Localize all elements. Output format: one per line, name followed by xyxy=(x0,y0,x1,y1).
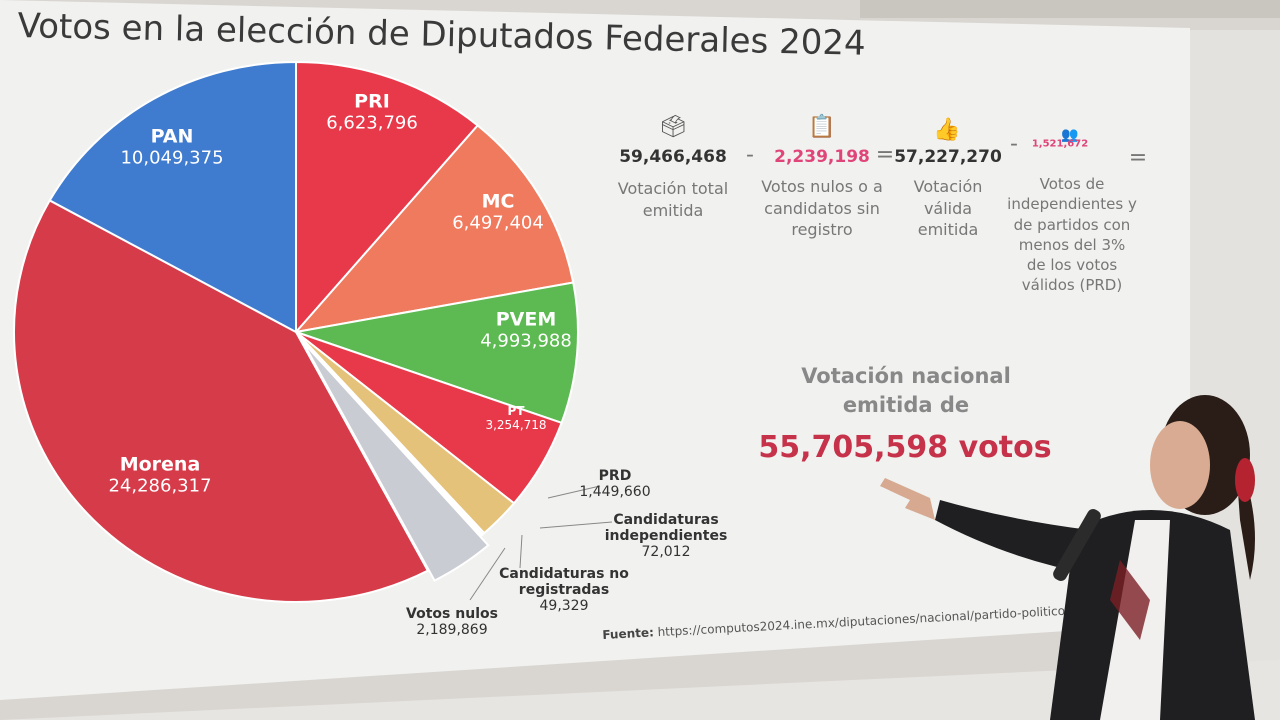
label-pan: PAN 10,049,375 xyxy=(120,125,224,169)
small-party-votes: 1,521,672 xyxy=(1031,138,1089,150)
pie-slice-morena xyxy=(13,199,430,603)
valid-votes-label: Votación válida emitida xyxy=(913,177,983,240)
leader-no-registradas xyxy=(519,534,523,569)
thumbs-up-icon: 👍 xyxy=(933,117,961,143)
minus-sign-2: - xyxy=(1010,131,1018,157)
valid-votes: 57,227,270 xyxy=(894,147,1002,167)
null-votes: 2,239,198 xyxy=(774,147,870,167)
small-party-votes-label: Votos de independientes y de partidos co… xyxy=(1007,175,1137,295)
microphone xyxy=(1053,509,1101,581)
equals-sign: = xyxy=(875,142,895,168)
pie-slice-pan xyxy=(48,60,297,334)
presenter-arm xyxy=(935,500,1095,575)
leader-independientes xyxy=(539,521,613,529)
ballot-box-icon: 🗳 xyxy=(659,114,687,140)
equals-sign-2: = xyxy=(1128,145,1148,171)
ceiling xyxy=(860,0,1280,18)
presenter-embroidery xyxy=(1110,560,1150,640)
null-votes-label: Votos nulos o a candidatos sin registro xyxy=(761,177,883,240)
pie-slice-candidaturas-no-registradas xyxy=(295,331,484,537)
pie-slice-mc xyxy=(293,124,575,334)
pie-slice-votos-nulos xyxy=(301,341,490,582)
pie-slice-pri xyxy=(295,60,480,335)
label-mc: MC 6,497,404 xyxy=(452,190,544,234)
label-independientes: Candidaturas independientes 72,012 xyxy=(604,512,728,560)
minus-sign: - xyxy=(746,142,754,168)
leader-prd xyxy=(547,485,601,499)
label-pvem: PVEM 4,993,988 xyxy=(480,308,572,352)
invalid-ballot-icon: 📋 xyxy=(808,114,836,140)
pie-slice-pvem xyxy=(292,281,579,425)
total-votes: 59,466,468 xyxy=(619,147,727,167)
presenter-face xyxy=(1150,421,1210,509)
people-icon: 👥 xyxy=(1061,127,1079,143)
leader-votos-nulos xyxy=(469,547,506,601)
presenter-hand xyxy=(880,478,935,520)
hair-ribbon xyxy=(1235,458,1255,502)
label-prd: PRD 1,449,660 xyxy=(579,468,651,500)
label-pri: PRI 6,623,796 xyxy=(326,90,418,134)
label-no-registradas: Candidaturas no registradas 49,329 xyxy=(499,566,629,614)
national-label: Votación nacional emitida de xyxy=(801,364,1011,418)
label-morena: Morena 24,286,317 xyxy=(108,453,212,497)
national-value: 55,705,598 votos xyxy=(758,430,1052,465)
total-votes-label: Votación total emitida xyxy=(617,179,729,220)
label-pt: PT 3,254,718 xyxy=(485,404,547,432)
label-votos-nulos: Votos nulos 2,189,869 xyxy=(406,606,498,638)
